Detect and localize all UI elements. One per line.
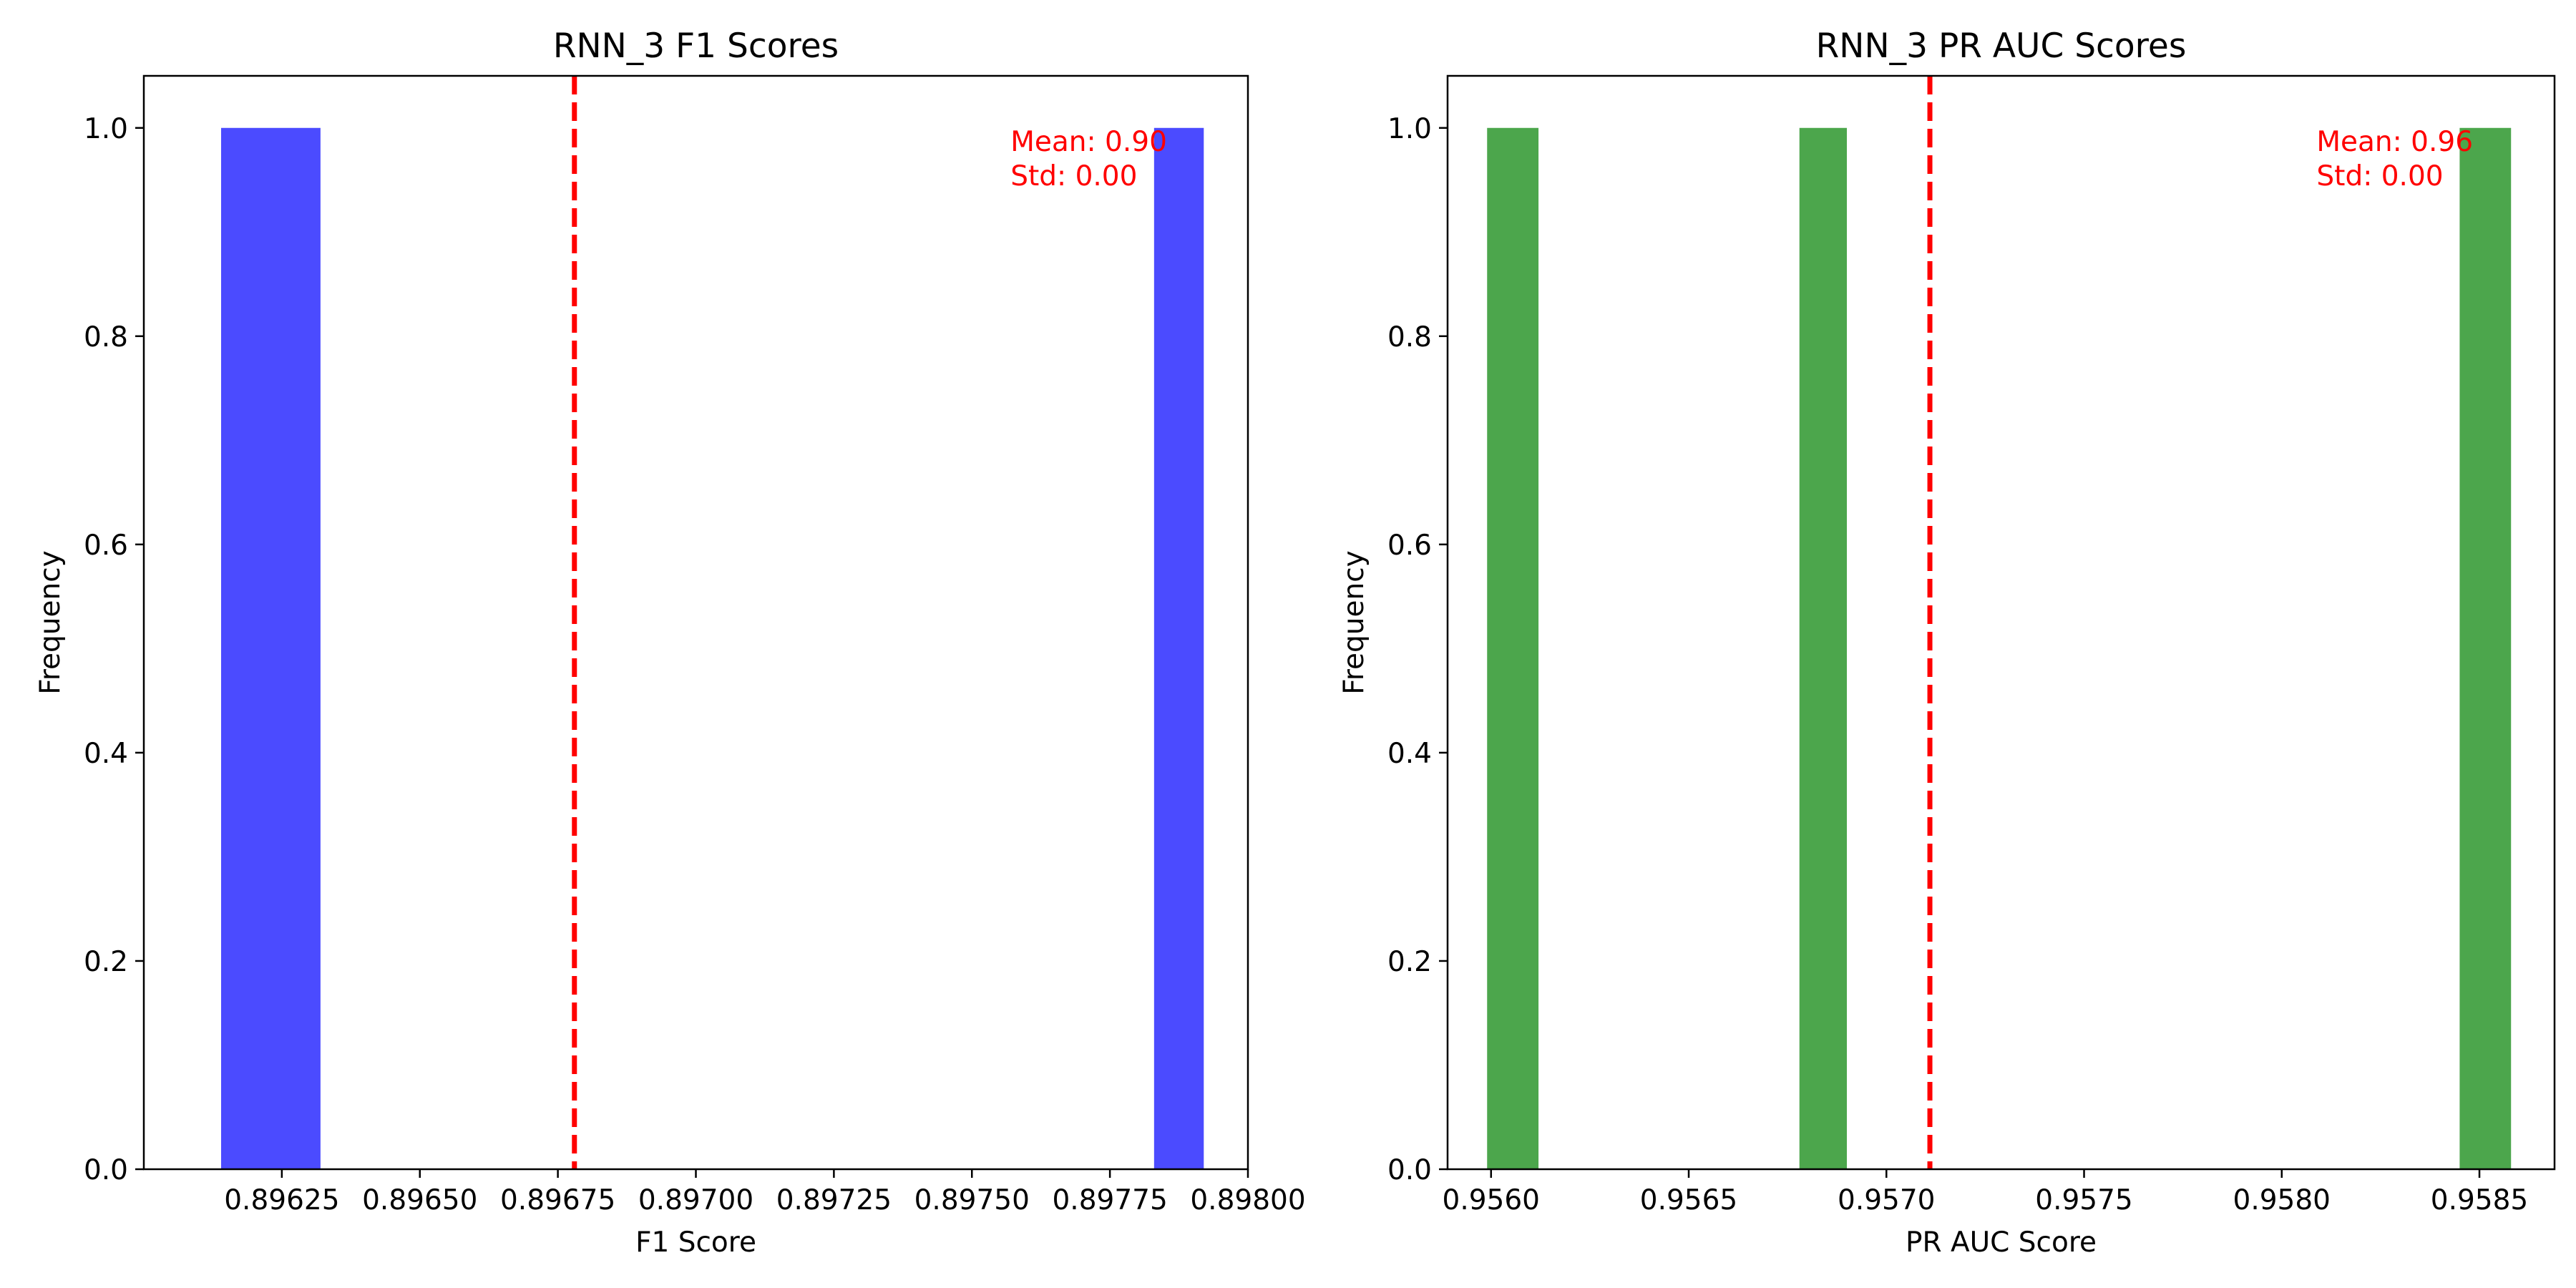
y-tick-label: 0.2 <box>84 946 128 978</box>
y-tick-label: 0.0 <box>1387 1154 1432 1186</box>
chart-title: RNN_3 F1 Scores <box>553 26 839 66</box>
y-tick-label: 0.8 <box>1387 321 1432 353</box>
mean-annotation: Mean: 0.90 <box>1010 126 1167 158</box>
y-tick-label: 0.4 <box>84 738 128 770</box>
x-tick-label: 0.89700 <box>638 1184 753 1216</box>
mean-annotation: Mean: 0.96 <box>2316 126 2473 158</box>
y-tick-label: 0.2 <box>1387 946 1432 978</box>
x-tick-label: 0.9580 <box>2233 1184 2331 1216</box>
chart-title: RNN_3 PR AUC Scores <box>1816 26 2187 66</box>
y-tick-label: 0.4 <box>1387 738 1432 770</box>
y-axis-label: Frequency <box>34 550 67 694</box>
x-tick-label: 0.89800 <box>1190 1184 1305 1216</box>
std-annotation: Std: 0.00 <box>2316 160 2443 192</box>
histogram-bar <box>1487 127 1539 1169</box>
y-tick-label: 0.6 <box>84 530 128 562</box>
std-annotation: Std: 0.00 <box>1010 160 1137 192</box>
x-tick-label: 0.89725 <box>776 1184 892 1216</box>
chart-2: 0.9560 0.9565 0.9570 0.9575 0.9580 0.9585 0.0 0… <box>1338 26 2556 1259</box>
y-tick-label: 0.6 <box>1387 530 1432 562</box>
y-tick-label: 0.0 <box>84 1154 128 1186</box>
y-axis-label: Frequency <box>1338 550 1370 694</box>
histogram-bar <box>1153 127 1204 1169</box>
x-tick-label: 0.9570 <box>1838 1184 1935 1216</box>
x-tick-label: 0.9560 <box>1443 1184 1540 1216</box>
y-tick-label: 0.8 <box>84 321 128 353</box>
axes-frame <box>1446 74 2556 1171</box>
x-tick-label: 0.9585 <box>2431 1184 2528 1216</box>
x-tick-label: 0.89675 <box>500 1184 615 1216</box>
x-tick-label: 0.89775 <box>1052 1184 1167 1216</box>
x-axis-label: PR AUC Score <box>1906 1226 2097 1259</box>
histogram-bar <box>1799 127 1848 1169</box>
y-tick-label: 1.0 <box>84 113 128 145</box>
histogram-bar <box>221 127 321 1169</box>
chart-1: 0.89625 0.89650 0.89675 0.89700 0.89725 0.897… <box>34 26 1306 1259</box>
x-axis-label: F1 Score <box>635 1226 756 1259</box>
x-tick-label: 0.9565 <box>1640 1184 1737 1216</box>
x-tick-label: 0.89750 <box>914 1184 1030 1216</box>
x-tick-label: 0.89625 <box>224 1184 339 1216</box>
x-tick-label: 0.9575 <box>2035 1184 2132 1216</box>
histogram-bar <box>2459 127 2512 1169</box>
y-tick-label: 1.0 <box>1387 113 1432 145</box>
x-tick-label: 0.89650 <box>362 1184 477 1216</box>
